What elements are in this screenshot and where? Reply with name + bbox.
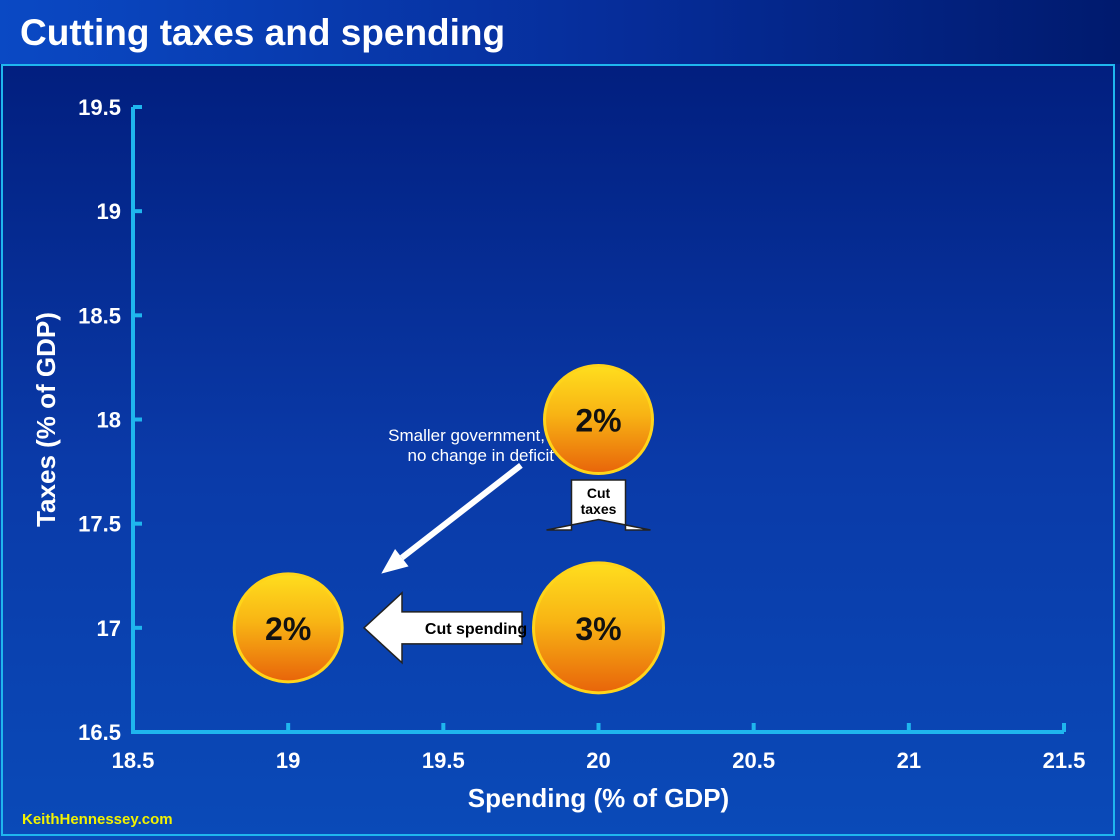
x-tick-label: 19.5: [422, 748, 465, 773]
x-tick-label: 21.5: [1043, 748, 1086, 773]
y-tick-label: 17.5: [78, 512, 121, 537]
bubble-label: 2%: [265, 611, 311, 647]
slide-title: Cutting taxes and spending: [20, 12, 506, 53]
x-tick-label: 18.5: [112, 748, 155, 773]
x-tick-label: 20.5: [732, 748, 775, 773]
x-axis-title: Spending (% of GDP): [468, 783, 729, 813]
diagonal-arrow-caption: Smaller government, but: [388, 426, 573, 445]
y-tick-label: 16.5: [78, 720, 121, 745]
chart-frame: [1, 64, 1115, 836]
y-tick-label: 19: [97, 199, 121, 224]
cut-taxes-label: Cut: [587, 485, 611, 501]
x-tick-label: 21: [897, 748, 921, 773]
y-axis-title: Taxes (% of GDP): [31, 312, 61, 527]
footer-credit: KeithHennessey.com: [22, 811, 173, 828]
y-tick-label: 17: [97, 616, 121, 641]
bubble-point: [543, 364, 654, 475]
cut-taxes-label: taxes: [581, 501, 617, 517]
x-tick-label: 20: [586, 748, 610, 773]
x-tick-label: 19: [276, 748, 300, 773]
bubble-point: [532, 561, 665, 695]
cut-taxes-arrow: [546, 479, 651, 531]
bubble-label: 3%: [575, 611, 621, 647]
title-bar: Cutting taxes and spending: [0, 0, 1120, 64]
diagonal-arrow-shaft: [399, 462, 523, 561]
diagonal-arrow-head: [381, 549, 409, 574]
y-tick-label: 19.5: [78, 95, 121, 120]
cut-spending-arrow: [362, 591, 523, 665]
y-tick-label: 18.5: [78, 303, 121, 328]
bubble-point: [232, 572, 344, 684]
diagonal-arrow-caption: no change in deficit: [408, 446, 555, 465]
cut-spending-label: Cut spending: [425, 621, 527, 638]
y-tick-label: 18: [97, 408, 121, 433]
bubble-label: 2%: [575, 403, 621, 439]
